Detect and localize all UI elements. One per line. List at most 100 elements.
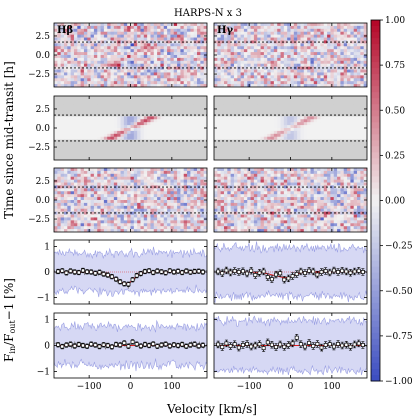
map-cell	[340, 28, 345, 33]
map-cell	[183, 133, 188, 138]
map-cell	[63, 122, 68, 126]
map-cell	[170, 37, 175, 41]
map-cell	[203, 63, 207, 68]
map-cell	[54, 188, 58, 192]
map-cell	[307, 69, 311, 73]
map-cell	[80, 52, 85, 56]
map-panel-r0-c0: 2.50.0−2.5Hβ	[28, 22, 208, 88]
map-cell	[230, 101, 235, 106]
map-cell	[283, 104, 288, 109]
map-cell	[253, 104, 258, 109]
map-cell	[60, 200, 65, 204]
map-cell	[190, 46, 195, 50]
map-cell	[233, 154, 238, 158]
map-cell	[113, 52, 118, 56]
map-cell	[123, 151, 128, 155]
map-cell	[54, 23, 58, 27]
map-cell	[107, 116, 111, 120]
map-cell	[180, 179, 185, 183]
map-cell	[97, 194, 101, 198]
map-cell	[63, 133, 68, 138]
map-cell	[73, 182, 78, 186]
map-cell	[330, 55, 335, 59]
map-cell	[67, 157, 72, 160]
map-cell	[350, 81, 355, 85]
map-cell	[217, 157, 222, 160]
map-cell	[273, 60, 278, 65]
map-cell	[340, 136, 345, 141]
map-cell	[350, 116, 355, 120]
map-cell	[80, 69, 85, 73]
map-cell	[153, 208, 158, 213]
map-cell	[170, 136, 175, 141]
map-cell	[323, 43, 328, 47]
map-cell	[133, 173, 138, 178]
map-cell	[67, 119, 72, 123]
map-cell	[177, 205, 181, 210]
map-cell	[297, 151, 301, 155]
map-cell	[97, 197, 101, 201]
map-cell	[170, 31, 175, 36]
map-cell	[247, 25, 251, 30]
map-cell	[70, 66, 75, 70]
map-cell	[93, 220, 98, 224]
map-cell	[290, 101, 295, 106]
map-cell	[117, 55, 121, 59]
map-cell	[103, 220, 108, 224]
map-cell	[137, 55, 141, 59]
map-cell	[360, 142, 365, 146]
map-cell	[317, 23, 321, 27]
map-cell	[233, 34, 238, 38]
map-cell	[183, 194, 188, 198]
map-cell	[223, 40, 228, 44]
map-cell	[107, 157, 111, 160]
map-cell	[250, 63, 255, 68]
map-cell	[90, 37, 95, 41]
map-cell	[83, 151, 88, 155]
map-cell	[147, 101, 151, 106]
map-cell	[180, 200, 185, 204]
map-cell	[253, 136, 258, 141]
map-cell	[340, 128, 345, 132]
map-cell	[80, 63, 85, 68]
map-cell	[280, 23, 285, 27]
map-cell	[83, 23, 88, 27]
map-cell	[227, 60, 232, 65]
map-cell	[250, 60, 255, 65]
map-cell	[283, 72, 288, 76]
map-cell	[63, 110, 68, 114]
map-cell	[193, 217, 198, 221]
map-cell	[67, 194, 72, 198]
map-cell	[143, 28, 148, 33]
map-cell	[183, 34, 188, 38]
map-cell	[54, 60, 58, 65]
map-cell	[357, 122, 361, 126]
map-cell	[140, 63, 145, 68]
map-cell	[67, 148, 72, 152]
map-cell	[183, 46, 188, 50]
map-cell	[180, 194, 185, 198]
map-cell	[290, 49, 295, 53]
map-cell	[237, 60, 242, 65]
map-cell	[83, 122, 88, 126]
map-cell	[193, 119, 198, 123]
map-cell	[110, 110, 115, 114]
map-cell	[107, 170, 111, 175]
map-cell	[143, 34, 148, 38]
map-cell	[340, 116, 345, 120]
map-cell	[160, 208, 165, 213]
map-cell	[163, 176, 168, 181]
map-cell	[90, 154, 95, 158]
map-cell	[283, 133, 288, 138]
map-cell	[70, 211, 75, 215]
map-cell	[193, 96, 198, 100]
map-cell	[313, 69, 318, 73]
map-cell	[147, 179, 151, 183]
map-cell	[157, 154, 161, 158]
map-cell	[320, 142, 325, 146]
map-cell	[80, 133, 85, 138]
map-cell	[267, 113, 271, 117]
map-cell	[167, 202, 171, 207]
map-cell	[173, 200, 178, 204]
map-cell	[63, 81, 68, 85]
